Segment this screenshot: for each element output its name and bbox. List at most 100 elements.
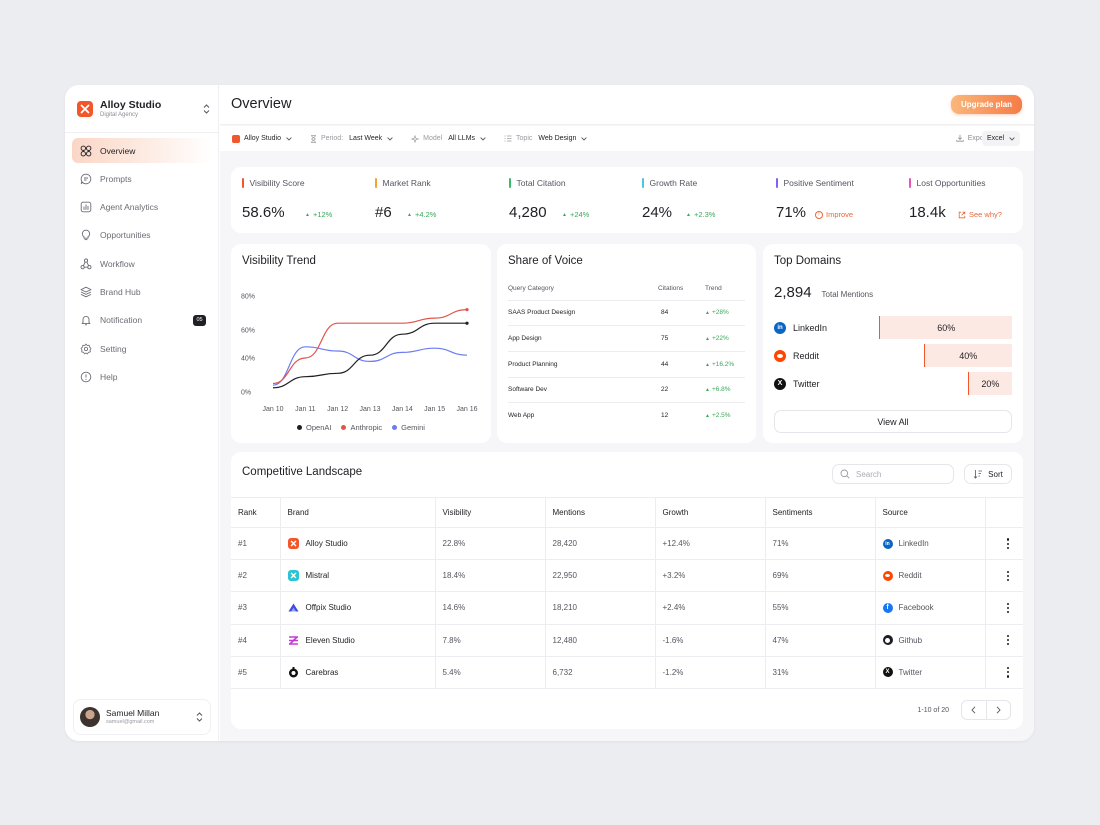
category-cell: App Design <box>508 325 658 352</box>
series-line-anthropic[interactable] <box>272 309 468 385</box>
series-line-openai[interactable] <box>272 322 467 389</box>
see-why-link[interactable]: See why? <box>958 210 1002 219</box>
domain-share-bar: 20% <box>967 372 1012 395</box>
brand-filter[interactable]: Alloy Studio <box>232 134 296 143</box>
brand-name: Alloy Studio <box>305 539 348 549</box>
improve-link[interactable]: ! Improve <box>815 210 853 219</box>
view-all-button[interactable]: View All <box>774 410 1012 433</box>
upgrade-plan-button[interactable]: Upgrade plan <box>951 95 1022 114</box>
sort-button[interactable]: Sort <box>964 464 1012 484</box>
user-switcher[interactable]: Samuel Millan samuel@gmail.com <box>73 699 211 735</box>
next-page-button[interactable] <box>987 701 1011 719</box>
rank-cell: #1 <box>231 527 280 561</box>
column-header-sentiments[interactable]: Sentiments <box>764 497 875 528</box>
nav-item-workflow[interactable]: Workflow <box>72 251 212 276</box>
more-vertical-icon <box>993 667 1024 678</box>
card-title: Top Domains <box>774 255 842 267</box>
citations-cell: 12 <box>661 412 669 420</box>
legend-item-gemini[interactable]: Gemini <box>392 423 425 432</box>
share-of-voice-table: Query Category Citations Trend SAAS Prod… <box>508 278 745 428</box>
y-tick-label: 60% <box>241 328 255 335</box>
total-mentions-value: 2,894 <box>774 284 812 301</box>
x-tick-label: Jan 12 <box>327 406 348 413</box>
grid-icon <box>80 145 92 156</box>
format-select[interactable]: Excel <box>982 131 1020 146</box>
table-row[interactable]: Software Dev 22 ▲ +6.8% <box>508 377 745 404</box>
nav-item-setting[interactable]: Setting <box>72 336 212 361</box>
row-actions-button[interactable] <box>984 656 1024 689</box>
nav-item-notification[interactable]: Notification 05 <box>72 308 212 333</box>
period-value: Last Week <box>349 135 383 142</box>
chat-icon <box>80 173 92 185</box>
mentions-cell: 6,732 <box>544 656 655 689</box>
topic-filter[interactable]: Topic Web Design <box>504 135 591 142</box>
nav-item-prompts[interactable]: Prompts <box>72 166 212 191</box>
domain-row-linkedin[interactable]: in LinkedIn 60% <box>774 316 1012 339</box>
table-row[interactable]: #1 Alloy Studio 22.8% 28,420 +12.4% 71% … <box>231 527 1023 561</box>
legend-dot <box>297 425 303 430</box>
nav-item-agent-analytics[interactable]: Agent Analytics <box>72 195 212 220</box>
table-row[interactable]: SAAS Product Deesign 84 ▲ +28% <box>508 300 745 327</box>
topbar: Overview Upgrade plan <box>220 85 1034 125</box>
table-row[interactable]: #4 Eleven Studio 7.8% 12,480 -1.6% 47% G… <box>231 624 1023 657</box>
column-header-mentions[interactable]: Mentions <box>544 497 655 528</box>
nav-item-overview[interactable]: Overview <box>72 138 212 163</box>
nav-item-brand-hub[interactable]: Brand Hub <box>72 279 212 304</box>
chevron-left-icon <box>971 706 976 714</box>
growth-cell: -1.2% <box>654 656 765 689</box>
column-header-source[interactable]: Source <box>874 497 985 528</box>
row-actions-button[interactable] <box>984 559 1023 593</box>
stat-delta: ▲ +24% <box>562 210 589 219</box>
brand-cell: Carebras <box>279 656 435 689</box>
domain-row-reddit[interactable]: Reddit 40% <box>774 344 1012 367</box>
card-title: Share of Voice <box>508 255 583 267</box>
stat-label: Total Citation <box>516 178 566 188</box>
period-filter[interactable]: Period: Last Week <box>310 134 397 143</box>
table-row[interactable]: #2 Mistral 18.4% 22,950 +3.2% 69% Reddit <box>231 559 1023 593</box>
sidebar-nav: Overview Prompts Agent Analytics Opportu… <box>72 138 212 393</box>
row-actions-button[interactable] <box>984 624 1023 657</box>
rank-cell: #5 <box>231 656 280 689</box>
series-endpoint-anthropic <box>465 308 469 312</box>
table-row[interactable]: Web App 12 ▲ +2.5% <box>508 403 745 429</box>
pagination-buttons <box>961 700 1011 720</box>
column-header-brand[interactable]: Brand <box>279 497 435 528</box>
column-header-rank[interactable]: Rank <box>231 497 280 528</box>
source-name: LinkedIn <box>898 539 929 549</box>
row-actions-button[interactable] <box>984 591 1023 625</box>
notification-count-badge: 05 <box>193 314 206 326</box>
nav-label: Workflow <box>100 258 135 269</box>
page-title: Overview <box>231 96 292 112</box>
column-header-visibility[interactable]: Visibility <box>434 497 545 528</box>
prev-page-button[interactable] <box>962 701 987 719</box>
trend-cell: ▲ +28% <box>705 300 745 327</box>
legend-item-anthropic[interactable]: Anthropic <box>341 423 382 432</box>
stat-value: 71% <box>776 204 807 221</box>
app-window: Alloy Studio Digital Agency Overview Pro… <box>65 85 1034 741</box>
domain-row-twitter[interactable]: X Twitter 20% <box>774 372 1012 395</box>
table-row[interactable]: #5 Carebras 5.4% 6,732 -1.2% 31% X Twitte… <box>231 656 1024 689</box>
chevron-down-icon <box>387 136 393 141</box>
search-input[interactable]: Search <box>832 464 954 484</box>
workspace-switcher[interactable]: Alloy Studio Digital Agency <box>77 94 211 124</box>
row-actions-button[interactable] <box>984 527 1023 561</box>
table-row[interactable]: Product Planning 44 ▲ +16.2% <box>508 351 745 378</box>
series-line-gemini[interactable] <box>272 346 468 386</box>
nav-item-help[interactable]: Help <box>72 364 212 389</box>
legend-item-openai[interactable]: OpenAI <box>297 423 331 432</box>
workflow-icon <box>80 258 92 269</box>
column-header-growth[interactable]: Growth <box>654 497 765 528</box>
table-row[interactable]: App Design 75 ▲ +22% <box>508 325 745 352</box>
stat-market-rank: Market Rank #6 ▲ +4.2% <box>375 178 495 221</box>
pagination: 1-10 of 20 <box>917 700 1011 720</box>
export-button[interactable]: Export <box>956 134 988 142</box>
table-row[interactable]: #3 Offpix Studio 14.6% 18,210 +2.4% 55% … <box>231 591 1023 625</box>
source-cell: X Twitter <box>874 656 985 689</box>
nav-item-opportunities[interactable]: Opportunities <box>72 223 212 248</box>
column-header: Citations <box>658 278 705 301</box>
stat-delta: ▲ +12% <box>305 210 332 219</box>
nav-label: Brand Hub <box>100 286 141 297</box>
stat-delta-value: +2.3% <box>693 210 716 219</box>
model-filter[interactable]: Model All LLMs <box>411 134 490 143</box>
domain-share-value: 60% <box>937 322 956 333</box>
